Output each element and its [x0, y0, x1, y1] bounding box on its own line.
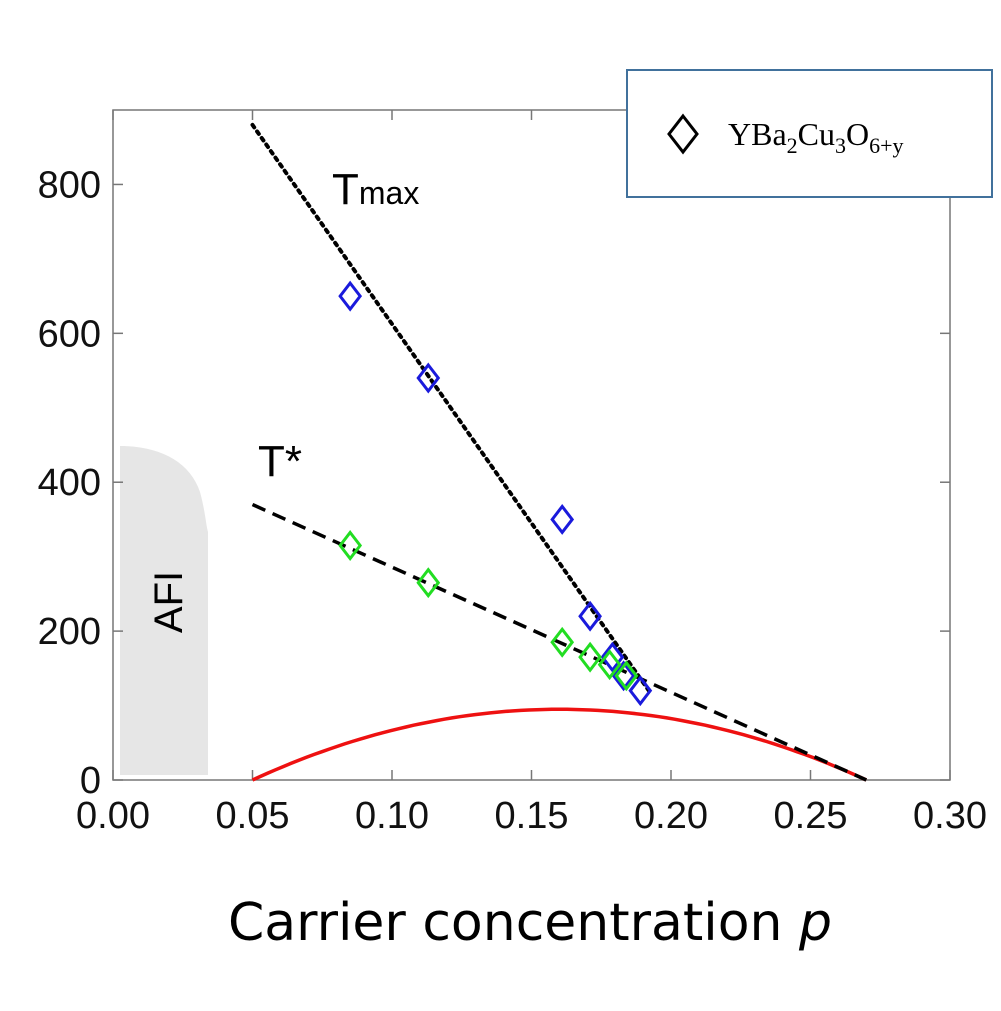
x-axis-label: Carrier concentration p	[228, 893, 832, 953]
tmax-annotation-sub: max	[359, 175, 419, 211]
afi-region-label: AFI	[147, 571, 191, 633]
data-points-layer	[338, 280, 653, 707]
y-axis: 0 200 400 600 800	[38, 164, 950, 802]
x-tick-label: 0.20	[634, 795, 708, 837]
tstar-annotation: T*	[258, 437, 302, 486]
x-tick-label: 0.15	[495, 795, 569, 837]
x-axis-label-variable: p	[798, 893, 832, 953]
legend: YBa2Cu3O6+y	[626, 69, 993, 198]
x-tick-label: 0.00	[76, 795, 150, 837]
afi-region	[120, 446, 208, 775]
y-tick-label: 800	[38, 164, 101, 206]
tmax-data-point	[611, 660, 636, 692]
legend-text-sub3: 6+y	[869, 133, 903, 158]
tmax-dotted-line	[250, 122, 654, 697]
tmax-annotation-main: T	[332, 165, 359, 214]
x-tick-label: 0.05	[216, 795, 290, 837]
y-tick-label: 400	[38, 462, 101, 504]
tstar-data-point	[338, 530, 363, 561]
plot-frame	[112, 109, 951, 781]
tstar-data-point	[578, 641, 602, 673]
tmax-data-point	[578, 600, 602, 632]
y-tick-label: 600	[38, 313, 101, 355]
tmax-data-point	[600, 641, 625, 673]
tstar-data-point	[597, 649, 622, 681]
legend-text-mid1: Cu	[798, 116, 835, 152]
legend-text-sub2: 3	[835, 133, 846, 158]
legend-text-sub1: 2	[787, 133, 798, 158]
y-tick-label: 200	[38, 611, 101, 653]
legend-box	[626, 69, 993, 198]
y-tick-label: 0	[80, 760, 101, 802]
superconducting-dome-curve	[251, 707, 868, 782]
x-axis-label-text: Carrier concentration	[228, 893, 783, 953]
tmax-data-point	[550, 503, 575, 535]
x-tick-label: 0.10	[355, 795, 429, 837]
legend-text-mid2: O	[846, 116, 869, 152]
tstar-data-point	[550, 626, 575, 658]
tstar-data-point	[416, 567, 441, 599]
tmax-data-point	[416, 362, 441, 394]
x-axis: 0.00 0.05 0.10 0.15 0.20 0.25 0.30	[76, 110, 987, 837]
x-tick-label: 0.25	[774, 795, 848, 837]
tstar-data-point	[614, 660, 639, 692]
legend-text-base: YBa	[728, 116, 787, 152]
x-axis-label-space	[782, 893, 799, 953]
tmax-data-point	[338, 280, 363, 312]
tmax-annotation: Tmax	[332, 165, 419, 214]
legend-diamond-marker	[667, 113, 699, 155]
x-tick-label: 0.30	[913, 795, 987, 837]
tmax-data-point	[628, 675, 653, 707]
legend-entry-label: YBa2Cu3O6+y	[728, 116, 904, 158]
